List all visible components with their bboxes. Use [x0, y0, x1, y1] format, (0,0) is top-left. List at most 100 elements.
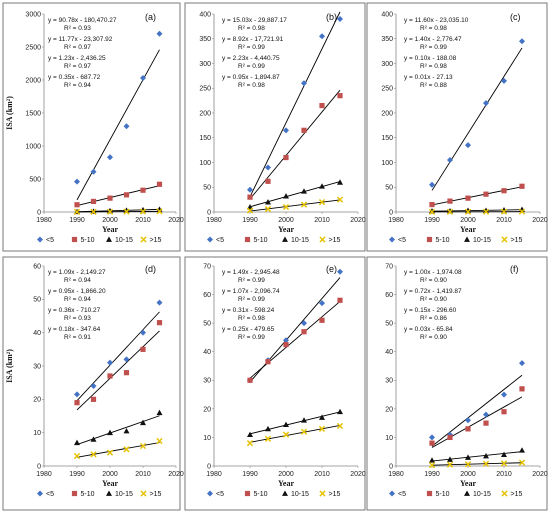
- data-point-10to15: [107, 429, 113, 436]
- data-point-5to10: [247, 377, 253, 383]
- series-lt5: [247, 15, 343, 193]
- data-point-10to15: [447, 456, 453, 462]
- data-point-lt5: [283, 127, 289, 134]
- y-tick-label: 200: [381, 110, 393, 117]
- data-point-10to15: [465, 207, 471, 213]
- x-tick-label: 1980: [206, 471, 222, 478]
- trend-r2: R² = 0.99: [420, 44, 447, 51]
- trend-line-5to10: [76, 185, 160, 206]
- trend-r2: R² = 0.99: [238, 63, 265, 70]
- data-point-5to10: [447, 434, 453, 441]
- legend-label-gt15: >15: [329, 237, 341, 244]
- data-point-10to15: [319, 414, 325, 420]
- data-point-lt5: [337, 15, 343, 22]
- chart-panel-3: 0 10 20 30 40 50 60 1980 1990 2000 2010 2020 Year ISA…: [2, 256, 184, 511]
- y-tick-label: 10: [33, 430, 41, 437]
- series-10to15: [429, 447, 525, 463]
- data-point-gt15: [336, 196, 344, 203]
- chart-panel-5: 0 10 20 30 40 50 60 70 1980 1990 2000 2010 2020 Year y…: [366, 256, 548, 511]
- data-point-10to15: [429, 208, 435, 214]
- legend-label-gt15: >15: [329, 491, 341, 498]
- chart-panel-2: 0 50 100 150 200 250 300 350 400 1980 1990 2000 2010…: [366, 2, 548, 252]
- legend-label-lt5: <5: [216, 491, 224, 498]
- legend-label-lt5: <5: [398, 491, 406, 498]
- data-point-lt5: [140, 75, 146, 82]
- x-tick-label: 1990: [242, 471, 258, 478]
- data-point-5to10: [465, 195, 471, 201]
- y-tick-label: 250: [199, 86, 211, 93]
- x-tick-label: 2000: [460, 217, 476, 224]
- legend-label-lt5: <5: [216, 237, 224, 244]
- x-tick-label: 1990: [69, 217, 85, 224]
- x-tick-label: 2020: [168, 217, 184, 224]
- data-point-gt15: [482, 208, 490, 215]
- panel-label: (e): [326, 264, 337, 274]
- series-5to10: [429, 183, 525, 208]
- series-gt15: [73, 437, 163, 460]
- x-tick-label: 1980: [36, 217, 52, 224]
- trend-line-lt5: [249, 277, 341, 383]
- y-tick-label: 30: [203, 378, 211, 385]
- legend-marker-gt15: [140, 490, 147, 497]
- data-point-5to10: [501, 409, 507, 415]
- data-point-gt15: [156, 208, 163, 215]
- legend-marker-10to15: [106, 490, 112, 496]
- panel-label: (d): [145, 264, 156, 274]
- legend-marker-5to10: [71, 236, 78, 243]
- trend-r2: R² = 0.99: [238, 277, 265, 284]
- trend-equation: y = 11.60x - 23,035.10: [404, 17, 469, 24]
- data-point-5to10: [156, 181, 163, 187]
- data-point-5to10: [283, 341, 289, 348]
- y-tick-label: 2500: [25, 44, 41, 51]
- data-point-lt5: [501, 391, 507, 398]
- trend-r2: R² = 0.98: [420, 63, 447, 70]
- trend-equation: y = 0.95x - 1,894.87: [222, 74, 280, 81]
- x-tick-label: 1980: [206, 217, 222, 224]
- x-tick-label: 2000: [102, 471, 118, 478]
- data-point-lt5: [429, 434, 435, 441]
- trend-r2: R² = 0.99: [238, 296, 265, 303]
- trend-equation: y = 0.31x - 598.24: [222, 307, 275, 314]
- data-point-5to10: [247, 194, 253, 200]
- trend-line-lt5: [431, 47, 523, 191]
- data-point-10to15: [265, 199, 271, 205]
- data-point-gt15: [464, 461, 472, 468]
- x-axis-label: Year: [278, 225, 294, 234]
- data-point-5to10: [429, 201, 435, 208]
- data-point-gt15: [428, 462, 436, 469]
- x-tick-label: 2020: [532, 471, 548, 478]
- legend-label-gt15: >15: [511, 491, 523, 498]
- data-point-lt5: [247, 186, 253, 193]
- y-tick-label: 30: [385, 378, 393, 385]
- data-point-gt15: [156, 437, 163, 445]
- data-point-5to10: [447, 198, 453, 204]
- legend-marker-gt15: [319, 490, 326, 497]
- y-tick-label: 50: [203, 321, 211, 328]
- data-point-gt15: [73, 452, 81, 460]
- data-point-lt5: [90, 168, 97, 175]
- legend-label-gt15: >15: [511, 237, 523, 244]
- data-point-gt15: [139, 208, 147, 215]
- trend-r2: R² = 0.94: [64, 296, 91, 303]
- series-gt15: [246, 422, 344, 447]
- legend-marker-lt5: [389, 490, 395, 497]
- series-gt15: [428, 459, 526, 469]
- data-point-gt15: [464, 208, 472, 215]
- y-tick-label: 50: [203, 185, 211, 192]
- panel-frame: [2, 256, 181, 511]
- trend-equation: y = 15.03x - 29,887.17: [222, 17, 287, 24]
- trend-r2: R² = 0.90: [420, 334, 447, 341]
- legend-label-10to15: 10-15: [291, 491, 309, 498]
- legend-marker-10to15: [464, 236, 470, 242]
- panel-label: (f): [510, 264, 519, 274]
- data-point-lt5: [140, 329, 146, 336]
- trend-equation: y = 1.40x - 2,776.47: [404, 36, 462, 43]
- y-tick-label: 250: [381, 86, 393, 93]
- y-tick-label: 20: [203, 406, 211, 413]
- legend-marker-gt15: [319, 236, 326, 243]
- trend-equation: y = 0.25x - 479.65: [222, 326, 275, 333]
- trend-line-5to10: [76, 330, 160, 411]
- y-tick-label: 300: [199, 61, 211, 68]
- y-tick-label: 1500: [25, 110, 41, 117]
